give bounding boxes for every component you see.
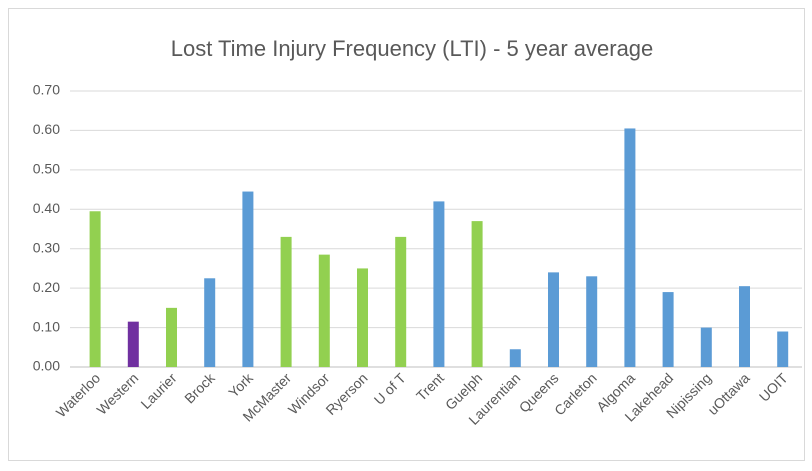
bar: [662, 292, 674, 367]
bar: [89, 211, 101, 367]
y-tick-label: 0.60: [33, 121, 60, 137]
y-tick-label: 0.70: [33, 82, 60, 98]
bar: [395, 236, 407, 367]
bar: [242, 191, 254, 367]
bar: [624, 128, 636, 367]
bar: [127, 321, 139, 367]
bar: [700, 327, 712, 367]
bar: [509, 349, 521, 367]
bar: [586, 276, 598, 367]
bar: [777, 331, 789, 367]
bar: [357, 268, 368, 367]
bar: [471, 221, 483, 367]
bar: [548, 272, 559, 367]
y-tick-label: 0.50: [33, 161, 60, 177]
y-tick-label: 0.20: [33, 279, 60, 295]
chart-frame: [8, 8, 805, 461]
y-tick-label: 0.30: [33, 239, 60, 255]
y-tick-label: 0.00: [33, 358, 60, 374]
bar: [739, 286, 750, 367]
y-tick-label: 0.40: [33, 200, 60, 216]
bar: [318, 254, 330, 367]
bar: [204, 278, 216, 367]
bar: [433, 201, 445, 367]
bar: [166, 307, 177, 367]
bar: [280, 236, 292, 367]
chart-title: Lost Time Injury Frequency (LTI) - 5 yea…: [171, 36, 654, 61]
y-tick-label: 0.10: [33, 318, 60, 334]
